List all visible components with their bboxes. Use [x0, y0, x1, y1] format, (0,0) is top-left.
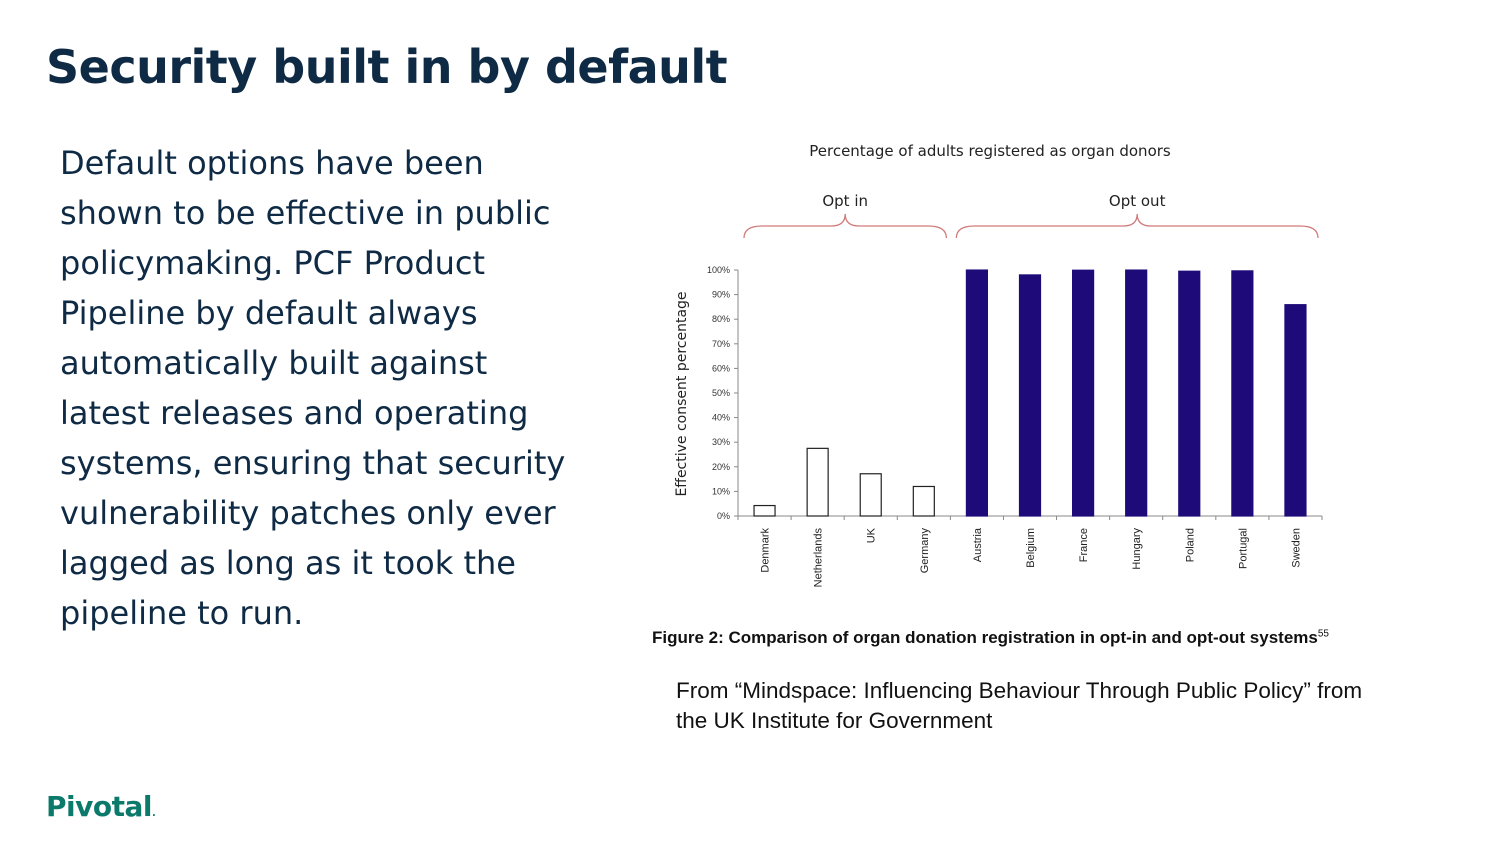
x-tick-labels: Denmark Netherlands UK Germany Austria Belgiu… — [760, 527, 1303, 587]
figure-caption-text: Figure 2: Comparison of organ donation r… — [652, 628, 1318, 647]
y-tick-label: 10% — [712, 486, 730, 496]
x-tick-label: Netherlands — [813, 528, 825, 588]
pivotal-logo: Pivotal. — [46, 790, 156, 823]
x-tick-label: France — [1078, 528, 1090, 562]
chart-title: Percentage of adults registered as organ… — [809, 142, 1171, 160]
x-tick-label: Belgium — [1025, 528, 1037, 568]
chart-axes: 0% 10% 20% 30% 40% 50% 60% 70% 80% 90% 100% — [707, 265, 1323, 521]
chart-bars — [753, 269, 1307, 517]
group-brackets: Opt in Opt out — [743, 192, 1319, 239]
chart-ylabel: Effective consent percentage — [674, 291, 690, 496]
x-tick-label: Denmark — [760, 528, 772, 573]
group-label: Opt in — [822, 192, 868, 210]
x-tick-label: Hungary — [1131, 528, 1143, 570]
y-tick-label: 50% — [712, 388, 730, 398]
organ-donation-chart: Percentage of adults registered as organ… — [640, 130, 1380, 660]
bar-netherlands — [806, 447, 829, 517]
y-tick-label: 20% — [712, 462, 730, 472]
logo-mark: . — [151, 808, 156, 819]
x-tick-label: Austria — [972, 527, 984, 562]
y-tick-label: 100% — [707, 265, 730, 275]
bar-austria — [965, 269, 989, 517]
y-tick-label: 80% — [712, 314, 730, 324]
y-tick-label: 30% — [712, 437, 730, 447]
bar-denmark — [753, 504, 776, 517]
x-tick-label: Portugal — [1237, 528, 1249, 569]
body-paragraph: Default options have been shown to be ef… — [60, 144, 566, 632]
bar-france — [1071, 269, 1095, 517]
y-tick-label: 70% — [712, 339, 730, 349]
bar-belgium — [1018, 274, 1042, 517]
y-tick-label: 60% — [712, 363, 730, 373]
y-tick-label: 90% — [712, 290, 730, 300]
bar-poland — [1178, 270, 1201, 517]
bar-hungary — [1125, 269, 1148, 517]
x-tick-label: UK — [866, 527, 878, 543]
bar-uk — [859, 473, 882, 517]
y-tick-label: 40% — [712, 413, 730, 423]
slide-title: Security built in by default — [46, 40, 728, 94]
bracket-0 — [743, 213, 948, 239]
figure-caption: Figure 2: Comparison of organ donation r… — [652, 628, 1329, 648]
bar-portugal — [1231, 270, 1254, 517]
group-label: Opt out — [1109, 192, 1166, 210]
source-note: From “Mindspace: Influencing Behaviour T… — [676, 678, 1363, 733]
y-tick-label: 0% — [717, 511, 730, 521]
logo-text: Pivotal — [46, 790, 152, 823]
x-tick-label: Poland — [1184, 528, 1196, 562]
figure-reference: 55 — [1317, 628, 1329, 640]
bar-germany — [912, 485, 935, 517]
bracket-1 — [955, 213, 1319, 239]
chart-svg: Percentage of adults registered as organ… — [674, 142, 1323, 587]
bar-sweden — [1284, 304, 1307, 517]
x-tick-label: Sweden — [1290, 528, 1302, 568]
x-tick-label: Germany — [919, 528, 931, 574]
